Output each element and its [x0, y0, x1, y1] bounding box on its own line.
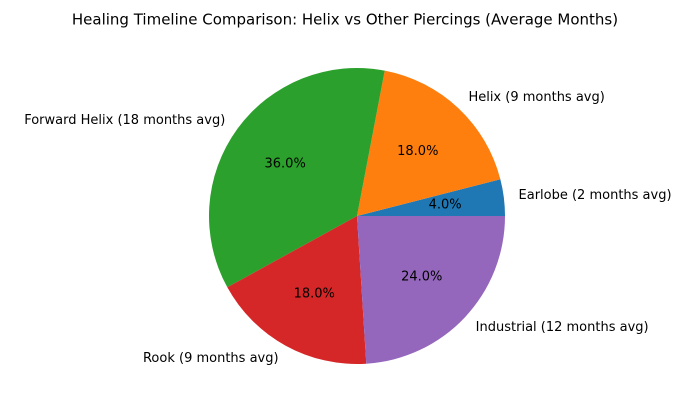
pie-slice: [357, 179, 505, 216]
value-label: 18.0%: [397, 144, 438, 159]
chart-title: Healing Timeline Comparison: Helix vs Ot…: [72, 11, 618, 29]
slice-label: Earlobe (2 months avg): [519, 188, 672, 203]
pie-slice: [227, 216, 367, 364]
pie-slice: [357, 70, 501, 216]
slice-label: Industrial (12 months avg): [476, 320, 649, 335]
value-label: 18.0%: [294, 286, 335, 301]
pie-slice: [208, 68, 385, 288]
value-label: 24.0%: [401, 269, 442, 284]
value-label: 4.0%: [429, 197, 462, 212]
slice-label: Helix (9 months avg): [468, 90, 604, 105]
value-label: 36.0%: [265, 156, 306, 171]
slice-label: Rook (9 months avg): [143, 351, 279, 366]
slice-label: Forward Helix (18 months avg): [24, 113, 225, 128]
pie-slice: [357, 216, 505, 364]
